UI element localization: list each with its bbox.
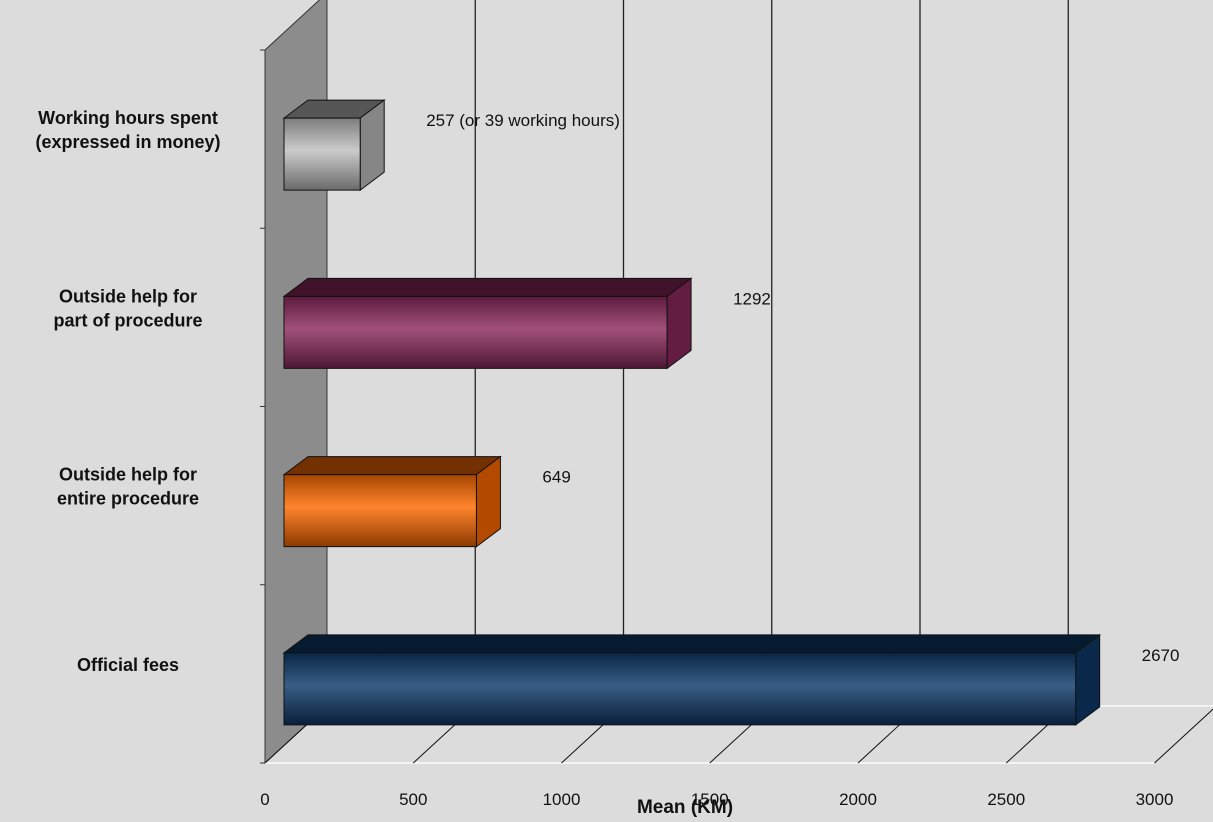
category-label-line: Working hours spent [38,108,218,128]
category-label-line: Official fees [77,655,179,675]
category-label: Outside help for part of procedure [53,286,202,330]
floor-line-3000 [1155,706,1213,763]
bar-working-hours-spent-expressed-in-money [284,100,384,190]
bar-top-face [284,457,500,475]
x-tick-label: 2500 [987,790,1025,809]
x-tick-label: 2000 [839,790,877,809]
data-label: 649 [542,468,570,487]
bar-top-face [284,278,691,296]
data-label: 1292 [733,289,771,308]
bar-outside-help-for-entire-procedure [284,457,500,547]
category-label-line: part of procedure [53,310,202,330]
bar-top-face [284,635,1100,653]
category-label-line: Outside help for [59,465,197,485]
category-label: Working hours spent (expressed in money) [35,108,220,152]
x-tick-label: 500 [399,790,427,809]
bar-front-face [284,296,667,368]
bar-front-face [284,118,360,190]
bar-front-face [284,475,476,547]
category-label-line: Outside help for [59,286,197,306]
category-label: Official fees [77,655,179,675]
data-label: 257 (or 39 working hours) [426,111,620,130]
bar-official-fees [284,635,1100,725]
category-label-line: entire procedure [57,489,199,509]
bar-front-face [284,653,1076,725]
bar-outside-help-for-part-of-procedure [284,278,691,368]
x-axis-title: Mean (KM) [637,797,733,817]
category-label-line: (expressed in money) [35,132,220,152]
category-label: Outside help for entire procedure [57,465,199,509]
bars [284,100,1100,725]
x-tick-label: 1000 [543,790,581,809]
x-tick-label: 3000 [1136,790,1174,809]
data-label: 2670 [1142,646,1180,665]
x-tick-label: 0 [260,790,269,809]
